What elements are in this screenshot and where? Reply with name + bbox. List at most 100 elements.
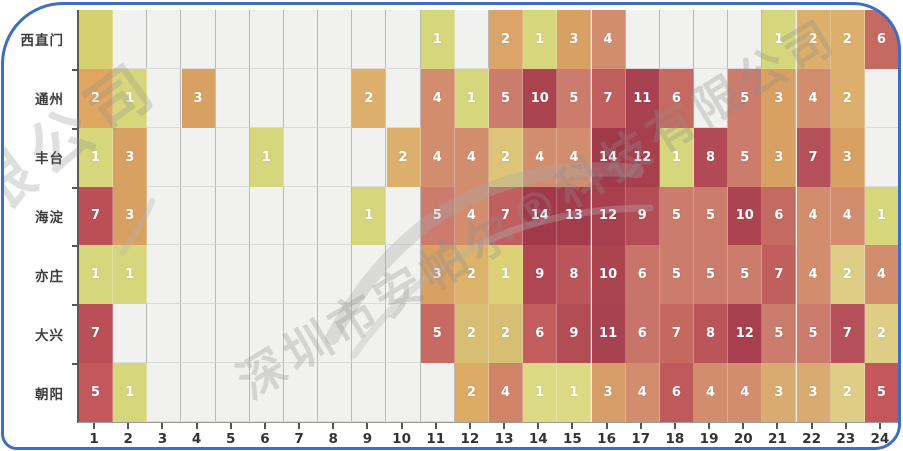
x-axis-tick — [298, 423, 301, 429]
x-axis-label: 19 — [699, 431, 719, 447]
heatmap-cell: 1 — [113, 363, 148, 422]
x-axis-tick — [571, 423, 574, 429]
heatmap-cell — [181, 186, 216, 246]
heatmap-cell — [215, 304, 250, 364]
heatmap-cell — [249, 10, 284, 69]
x-axis-tick — [605, 423, 608, 429]
heatmap-cell: 5 — [557, 68, 592, 128]
heatmap-cell — [147, 245, 182, 305]
x-axis-tick — [639, 423, 642, 429]
heatmap-cell: 2 — [454, 245, 489, 305]
x-axis-label: 7 — [294, 431, 304, 447]
chart-card: 1 2 1 3 4 1 2 2 6 2 1 3 2 4 1 5 10 5 7 11 6 5 3 4 2 1 3 1 2 4 4 2 4 4 14 12… — [2, 3, 900, 449]
watermark-swoosh-logo — [119, 162, 654, 359]
heatmap-cell — [249, 363, 284, 422]
heatmap-cell: 10 — [523, 68, 558, 128]
heatmap-cell: 5 — [79, 363, 114, 422]
heatmap-cell: 8 — [557, 245, 592, 305]
heatmap-cell — [147, 186, 182, 246]
heatmap-cell — [147, 304, 182, 364]
heatmap-cell: 10 — [728, 186, 763, 246]
heatmap-cell — [352, 363, 387, 422]
heatmap-cell — [249, 68, 284, 128]
heatmap-cell: 5 — [694, 186, 729, 246]
heatmap-cell: 12 — [591, 186, 626, 246]
heatmap-cell — [215, 10, 250, 69]
heatmap-cell: 7 — [659, 304, 694, 364]
x-axis-tick — [503, 423, 506, 429]
heatmap-cell: 7 — [489, 186, 524, 246]
heatmap-cell: 6 — [659, 363, 694, 422]
heatmap-cell: 8 — [694, 127, 729, 187]
heatmap-cell: 4 — [728, 363, 763, 422]
x-axis-label: 6 — [260, 431, 270, 447]
heatmap-cell: 5 — [489, 68, 524, 128]
heatmap-cell — [147, 68, 182, 128]
heatmap-cell: 5 — [796, 304, 831, 364]
x-axis-tick — [708, 423, 711, 429]
x-axis-tick — [468, 423, 471, 429]
x-axis-tick — [878, 423, 881, 429]
heatmap-cell: 12 — [728, 304, 763, 364]
heatmap-cell: 1 — [79, 127, 114, 187]
x-axis-label: 3 — [157, 431, 168, 447]
heatmap-cell — [352, 10, 387, 69]
heatmap-cell: 10 — [591, 245, 626, 305]
heatmap-cell: 5 — [420, 186, 455, 246]
heatmap-cell: 1 — [523, 10, 558, 69]
heatmap-cell — [728, 10, 763, 69]
heatmap-cell: 2 — [489, 127, 524, 187]
heatmap-cell — [147, 10, 182, 69]
heatmap-cell: 5 — [659, 245, 694, 305]
heatmap-cell: 5 — [864, 363, 899, 422]
heatmap-cell: 2 — [830, 10, 865, 69]
heatmap-cell: 5 — [728, 245, 763, 305]
heatmap-cell — [318, 186, 353, 246]
x-axis-tick — [844, 423, 847, 429]
heatmap-cell: 5 — [728, 127, 763, 187]
heatmap-cell: 4 — [557, 127, 592, 187]
heatmap-cell: 4 — [625, 363, 660, 422]
heatmap-cell — [318, 68, 353, 128]
heatmap-cell: 2 — [830, 245, 865, 305]
x-axis-tick — [434, 423, 437, 429]
heatmap-cell: 5 — [728, 68, 763, 128]
heatmap-cell: 4 — [454, 186, 489, 246]
heatmap-cell — [659, 10, 694, 69]
x-axis-label: 22 — [802, 431, 821, 447]
heatmap-cell: 1 — [420, 10, 455, 69]
heatmap-grid: 1 2 1 3 4 1 2 2 6 2 1 3 2 4 1 5 10 5 7 11 6 5 3 4 2 1 3 1 2 4 4 2 4 4 14 12… — [77, 10, 899, 423]
heatmap-cell: 11 — [591, 304, 626, 364]
heatmap-cell: 3 — [830, 127, 865, 187]
x-axis-label: 1 — [89, 431, 99, 447]
heatmap-cell — [113, 10, 148, 69]
heatmap-cell: 11 — [625, 68, 660, 128]
heatmap-cell — [79, 10, 114, 69]
heatmap-cell — [318, 304, 353, 364]
heatmap-cell: 3 — [420, 245, 455, 305]
heatmap-cell — [625, 10, 660, 69]
x-axis-tick — [742, 423, 745, 429]
heatmap-cell: 6 — [659, 68, 694, 128]
heatmap-cell: 3 — [557, 10, 592, 69]
heatmap-cell — [352, 245, 387, 305]
y-axis: 西直门 通州 丰台 海淀 亦庄 大兴 朝阳 — [2, 10, 70, 422]
heatmap-cell: 2 — [489, 304, 524, 364]
heatmap-cell — [215, 363, 250, 422]
heatmap-cell: 1 — [79, 245, 114, 305]
heatmap-cell: 7 — [796, 127, 831, 187]
heatmap-cell: 2 — [864, 304, 899, 364]
x-axis-label: 11 — [426, 431, 446, 447]
heatmap-cell — [386, 68, 421, 128]
heatmap-cell: 3 — [591, 363, 626, 422]
heatmap-cell: 7 — [830, 304, 865, 364]
x-axis-label: 2 — [123, 431, 133, 447]
heatmap-cell — [284, 245, 319, 305]
heatmap-cell: 7 — [79, 304, 114, 364]
heatmap-cell: 14 — [523, 186, 558, 246]
y-axis-tick — [72, 363, 78, 366]
heatmap-cell: 2 — [79, 68, 114, 128]
x-axis-label: 23 — [836, 431, 856, 447]
heatmap-cell: 4 — [796, 68, 831, 128]
